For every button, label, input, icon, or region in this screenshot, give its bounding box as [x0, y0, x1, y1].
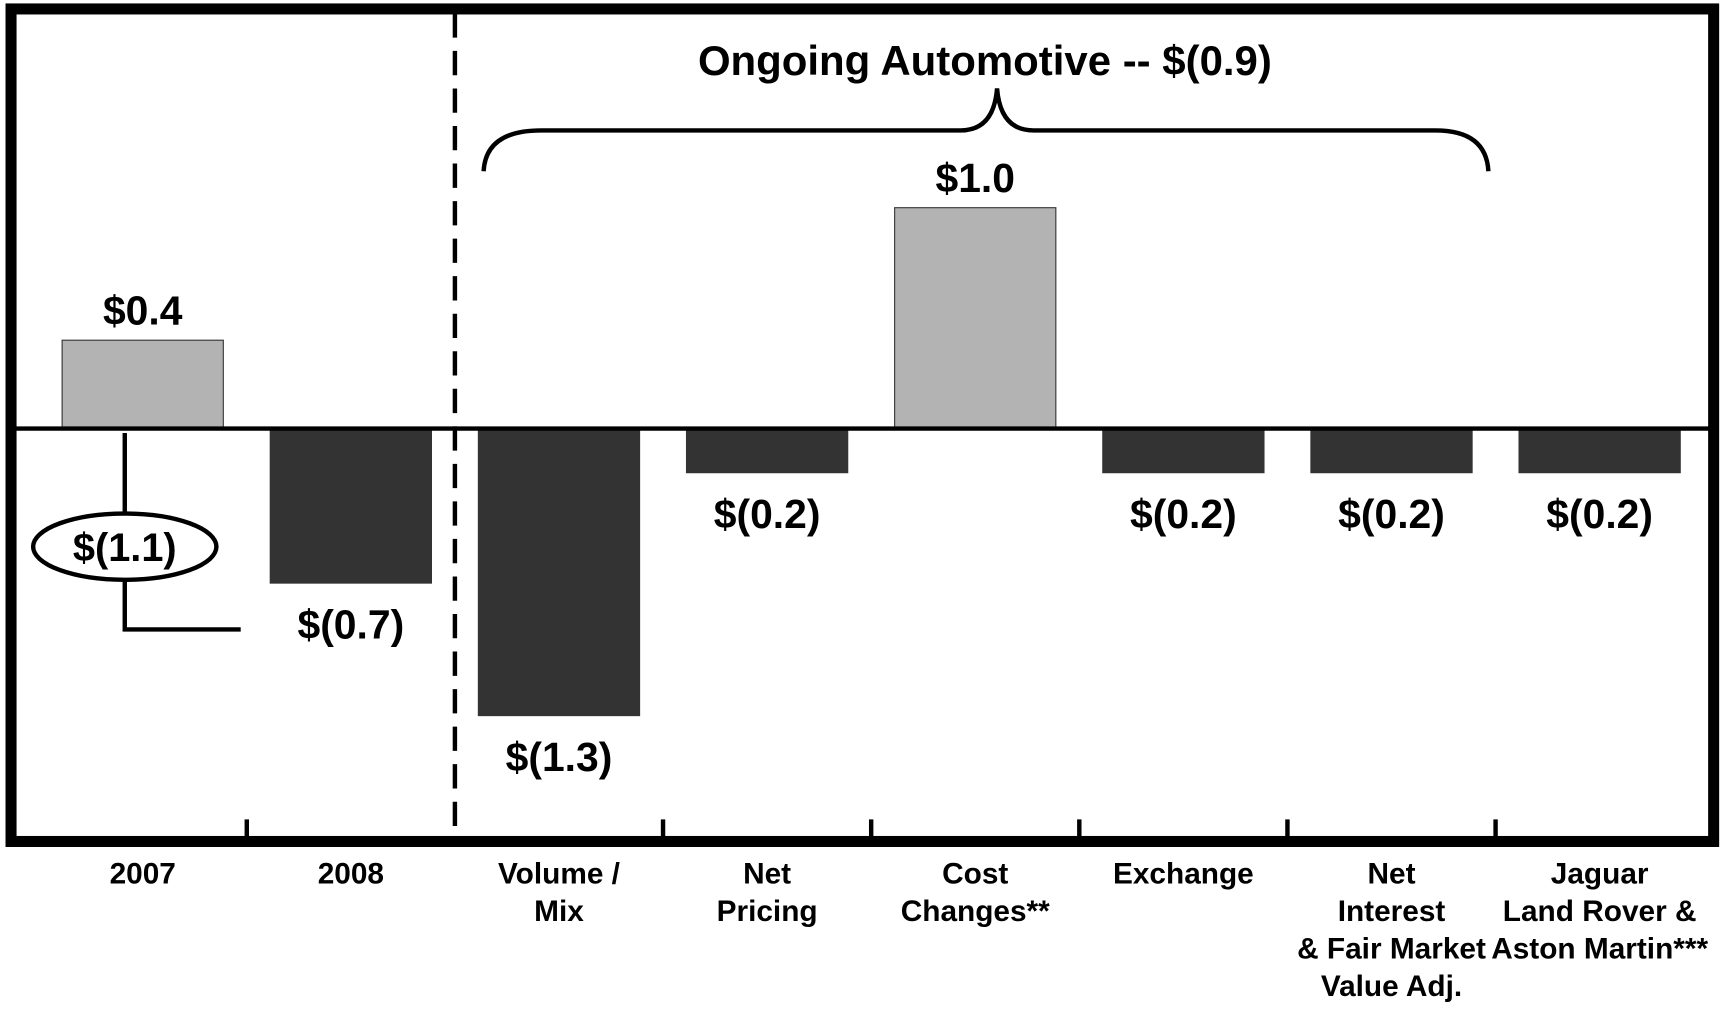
- value-label: $(0.2): [1130, 491, 1237, 537]
- frame: [5, 3, 1720, 847]
- bar: [1310, 427, 1473, 474]
- annotation: $(1.1): [73, 526, 177, 570]
- x-tick-label: Exchange: [1113, 857, 1254, 890]
- bar: [685, 427, 849, 474]
- annotation: Ongoing Automotive -- $(0.9): [698, 37, 1272, 84]
- bar: [269, 427, 432, 584]
- bar: [1102, 427, 1265, 474]
- x-tick-label: Net Interest & Fair Market Value Adj.: [1297, 857, 1486, 1003]
- brace: [481, 88, 1491, 172]
- value-label: $(0.7): [297, 601, 404, 647]
- bar: [894, 207, 1057, 430]
- value-label: $0.4: [103, 288, 183, 334]
- bar: [61, 339, 224, 430]
- x-tick-label: Volume / Mix: [498, 857, 620, 928]
- x-tick-label: Jaguar Land Rover & Aston Martin***: [1491, 857, 1708, 965]
- value-label: $(0.2): [1338, 491, 1445, 537]
- callout: [30, 511, 219, 582]
- value-label: $1.0: [935, 155, 1015, 201]
- value-label: $(0.2): [714, 491, 821, 537]
- x-tick-label: 2008: [318, 857, 384, 890]
- value-label: $(1.3): [506, 734, 613, 780]
- x-tick-label: Cost Changes**: [901, 857, 1050, 928]
- x-tick-label: 2007: [110, 857, 176, 890]
- bar: [1518, 427, 1681, 474]
- bar: [477, 427, 641, 717]
- connector: [122, 432, 241, 632]
- value-label: $(0.2): [1546, 491, 1653, 537]
- x-tick-label: Net Pricing: [717, 857, 818, 928]
